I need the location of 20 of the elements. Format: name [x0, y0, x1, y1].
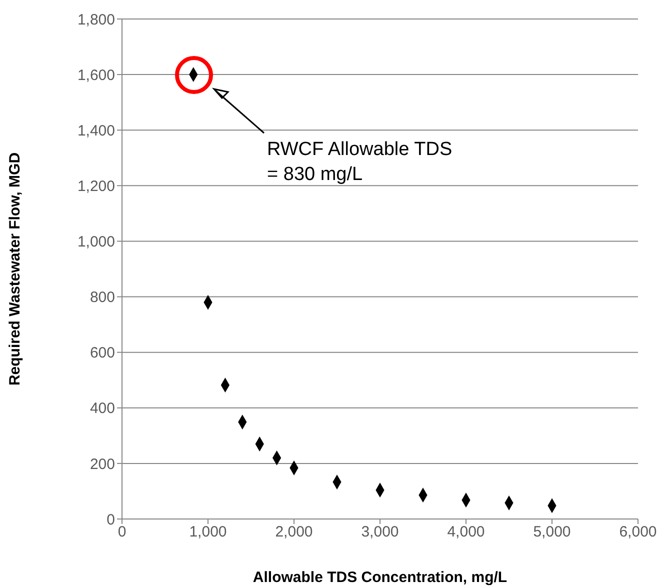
y-tick-label: 600 — [90, 344, 115, 362]
x-tick-label: 0 — [118, 524, 126, 541]
y-tick-label: 1,200 — [77, 178, 115, 195]
x-tick-label: 3,000 — [361, 524, 399, 541]
x-tick-label: 1,000 — [189, 524, 227, 541]
annotation: RWCF Allowable TDS = 830 mg/L — [267, 139, 452, 185]
y-axis-title: Required Wastewater Flow, MGD — [6, 152, 24, 386]
y-tick-label: 1,400 — [77, 122, 115, 140]
x-tick-label: 6,000 — [619, 524, 657, 541]
x-axis-title: Allowable TDS Concentration, mg/L — [252, 569, 508, 586]
y-tick-label: 400 — [90, 400, 115, 418]
x-tick-label: 4,000 — [447, 524, 485, 541]
y-tick-label: 1,800 — [77, 11, 115, 28]
y-tick-label: 1,000 — [77, 234, 115, 251]
y-tick-label: 200 — [90, 456, 115, 473]
x-tick-label: 5,000 — [533, 524, 571, 541]
y-tick-label: 800 — [90, 289, 115, 306]
y-tick-label: 1,600 — [77, 66, 115, 84]
x-tick-label: 2,000 — [275, 524, 313, 541]
y-tick-label: 0 — [106, 511, 115, 528]
